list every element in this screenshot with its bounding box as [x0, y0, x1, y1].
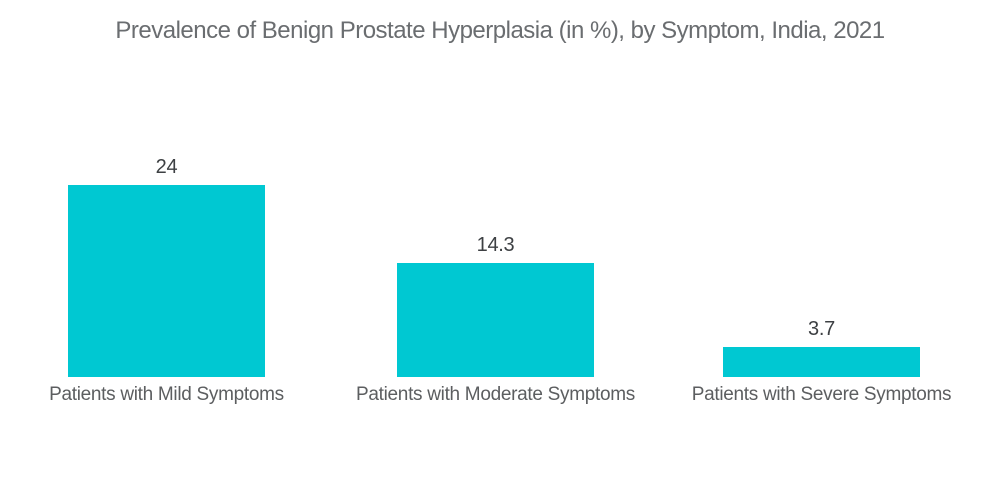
bar-category-label: Patients with Severe Symptoms: [691, 384, 952, 405]
bar: [68, 185, 265, 377]
bar: [397, 263, 594, 377]
bar: [723, 347, 920, 377]
bar-value-label: 3.7: [808, 318, 835, 340]
chart-title: Prevalence of Benign Prostate Hyperplasi…: [115, 17, 885, 44]
bar-category-label: Patients with Moderate Symptoms: [356, 384, 635, 405]
bar-value-label: 14.3: [476, 234, 515, 256]
bar-value-label: 24: [155, 156, 178, 178]
bar-category-label: Patients with Mild Symptoms: [49, 384, 284, 405]
